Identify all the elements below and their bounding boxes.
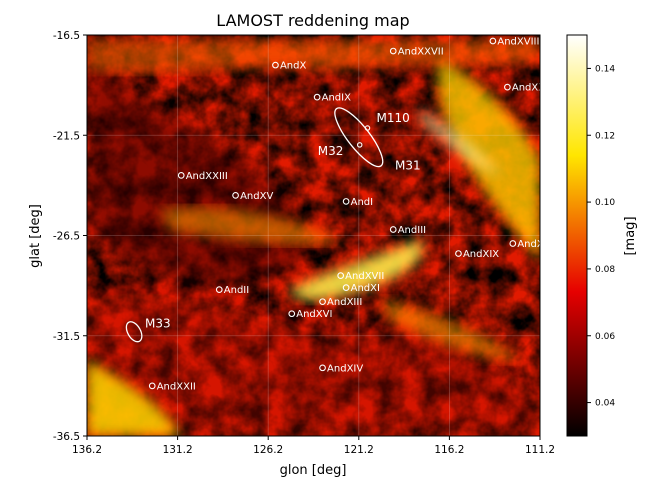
dwarf-galaxy-label: AndXVII: [345, 271, 384, 282]
colorbar-gradient: [566, 34, 588, 437]
dwarf-galaxy-label: AndXXIII: [186, 171, 228, 182]
x-tick-label: 121.2: [344, 444, 374, 456]
dwarf-galaxy-marker: [337, 272, 345, 279]
dwarf-galaxy-marker: [455, 250, 462, 257]
y-tick-label: -36.5: [53, 431, 80, 443]
galaxy-label: M31: [395, 158, 421, 172]
dwarf-galaxy-marker: [215, 286, 223, 293]
dwarf-galaxy-markers: AndX AndXXVII AndXVIII AndXXI AndIX AndXXIII A…: [148, 37, 550, 392]
galaxy-marker: [356, 142, 363, 148]
dwarf-galaxy-marker: [489, 37, 497, 45]
dwarf-galaxy-marker: [272, 61, 279, 69]
colorbar: 0.04 0.06 0.08 0.10 0.12 0.14 [mag]: [566, 34, 638, 437]
dwarf-galaxy-marker: [177, 172, 185, 179]
colorbar-tick-label: 0.12: [595, 131, 615, 141]
colorbar-label: [mag]: [623, 216, 638, 255]
dwarf-galaxy-marker: [342, 198, 350, 205]
galaxy-markers: M31 M32 M110 M33: [125, 107, 421, 343]
y-tick-label: -31.5: [53, 331, 80, 343]
dwarf-galaxy-marker: [389, 47, 397, 55]
y-tick-label: -26.5: [53, 231, 80, 243]
dwarf-galaxy-label: AndXX: [517, 239, 550, 250]
colorbar-tick-label: 0.10: [595, 198, 615, 208]
dwarf-galaxy-marker: [504, 83, 511, 91]
dwarf-galaxy-label: AndXI: [351, 283, 380, 294]
dwarf-galaxy-marker: [232, 192, 239, 199]
x-tick-label: 131.2: [163, 444, 193, 456]
dwarf-galaxy-marker: [319, 364, 326, 372]
dwarf-galaxy-label: AndXXI: [512, 83, 548, 94]
dwarf-galaxy-label: AndXIV: [327, 363, 363, 374]
dwarf-galaxy-label: AndI: [351, 197, 373, 208]
dwarf-galaxy-marker: [148, 382, 156, 390]
dwarf-galaxy-label: AndII: [224, 285, 249, 296]
dwarf-galaxy-marker: [319, 298, 326, 306]
x-tick-label: 136.2: [72, 444, 102, 456]
y-axis-ticks: -16.5 -21.5 -26.5 -31.5 -36.5: [53, 30, 87, 443]
dwarf-galaxy-label: AndXXVII: [398, 47, 444, 58]
y-axis-label: glat [deg]: [28, 204, 43, 268]
dwarf-galaxy-label: AndIII: [398, 225, 426, 236]
y-tick-label: -16.5: [53, 30, 80, 42]
dwarf-galaxy-label: AndIX: [322, 93, 351, 104]
x-tick-label: 126.2: [253, 444, 283, 456]
colorbar-ticks: 0.04 0.06 0.08 0.10 0.12 0.14: [587, 64, 615, 409]
grid-lines: [87, 35, 540, 436]
dwarf-galaxy-label: AndXV: [240, 191, 273, 202]
dwarf-galaxy-label: AndXIII: [327, 297, 362, 308]
heatmap-plot-area: AndX AndXXVII AndXVIII AndXXI AndIX AndXXIII A…: [87, 35, 550, 436]
dwarf-galaxy-label: AndXVIII: [497, 37, 539, 48]
colorbar-tick-label: 0.04: [595, 399, 615, 409]
dwarf-galaxy-marker: [389, 226, 397, 233]
x-tick-label: 116.2: [434, 444, 464, 456]
galaxy-label: M32: [318, 144, 344, 158]
galaxy-label: M33: [145, 317, 171, 331]
galaxy-ellipse: [125, 321, 143, 343]
colorbar-tick-label: 0.06: [595, 332, 615, 342]
x-tick-label: 111.2: [525, 444, 555, 456]
dwarf-galaxy-label: AndXVI: [296, 309, 332, 320]
dwarf-galaxy-marker: [313, 93, 321, 101]
x-axis-label: glon [deg]: [280, 463, 347, 478]
dwarf-galaxy-marker: [342, 284, 350, 291]
galaxy-marker: [364, 125, 371, 131]
galaxy-label: M110: [377, 111, 410, 125]
high-reddening-features: [87, 40, 540, 436]
x-axis-ticks: 136.2 131.2 126.2 121.2 116.2 111.2: [72, 436, 555, 456]
dwarf-galaxy-marker: [509, 240, 517, 247]
colorbar-tick-label: 0.14: [595, 64, 615, 74]
dwarf-galaxy-marker: [288, 310, 296, 318]
dwarf-galaxy-label: AndX: [280, 61, 307, 72]
dwarf-galaxy-label: AndXIX: [463, 249, 499, 260]
dwarf-galaxy-label: AndXXII: [157, 381, 196, 392]
y-tick-label: -21.5: [53, 130, 80, 142]
chart-title: LAMOST reddening map: [216, 11, 409, 30]
colorbar-tick-label: 0.08: [595, 265, 615, 275]
